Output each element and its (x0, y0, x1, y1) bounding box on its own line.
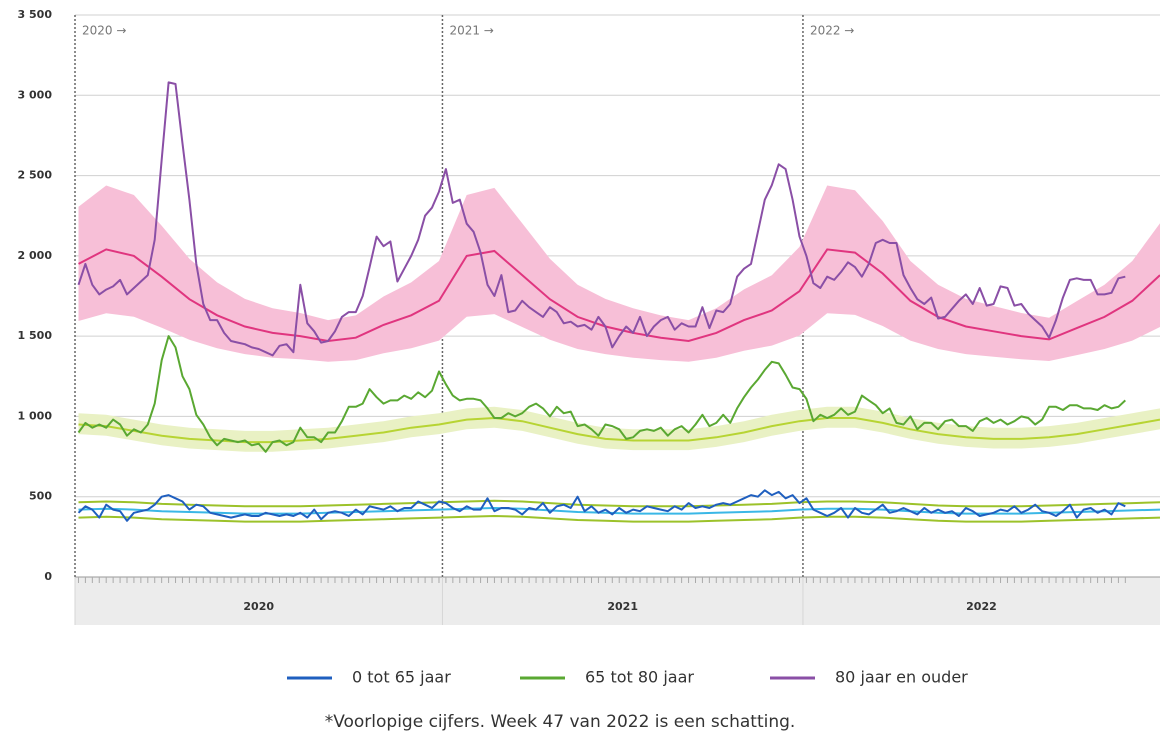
x-axis-band (75, 577, 1160, 625)
y-tick-label: 0 (44, 570, 52, 583)
x-year-label: 2020 (243, 600, 274, 613)
y-tick-label: 1 500 (18, 329, 53, 342)
legend-label: 65 tot 80 jaar (585, 668, 694, 687)
year-annotation: 2020 → (82, 24, 126, 38)
series-line (77, 81, 1126, 357)
footnote: *Voorlopige cijfers. Week 47 van 2022 is… (325, 712, 796, 732)
expected-line (78, 506, 1160, 515)
x-year-label: 2022 (966, 600, 997, 613)
y-tick-label: 500 (29, 490, 52, 503)
y-tick-label: 2 500 (18, 169, 53, 182)
y-tick-label: 3 500 (18, 8, 53, 21)
band-edge (78, 499, 1160, 508)
year-annotation: 2022 → (810, 24, 854, 38)
band-edge (78, 514, 1160, 523)
legend-label: 0 tot 65 jaar (352, 668, 451, 687)
legend-label: 80 jaar en ouder (835, 668, 968, 687)
expected-line (78, 248, 1160, 343)
x-year-label: 2021 (607, 600, 638, 613)
y-tick-label: 2 000 (18, 249, 53, 262)
expected-line (78, 416, 1160, 444)
series-line (77, 489, 1126, 522)
year-annotation: 2021 → (449, 24, 493, 38)
y-tick-label: 3 000 (18, 88, 53, 101)
series-line (77, 335, 1126, 453)
y-tick-label: 1 000 (18, 409, 53, 422)
expected-band (78, 185, 1160, 362)
